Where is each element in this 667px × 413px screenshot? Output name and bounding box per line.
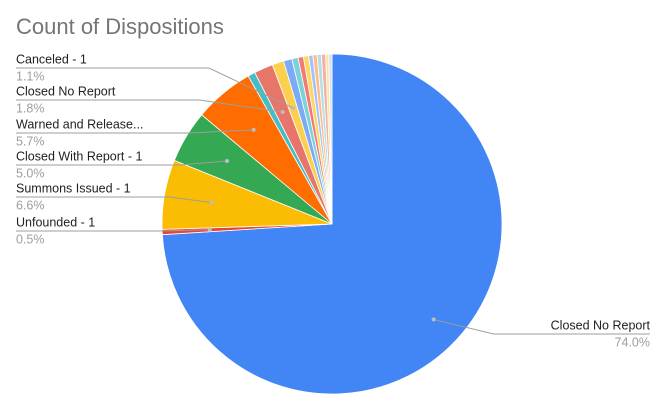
- slice-label: Unfounded - 1: [16, 215, 95, 229]
- chart-title: Count of Dispositions: [16, 14, 224, 39]
- leader-dot: [251, 127, 256, 132]
- leader-dot: [209, 200, 214, 205]
- leader-line: [433, 318, 650, 335]
- leader-dot: [225, 159, 230, 164]
- slice-percent: 5.7%: [16, 134, 45, 148]
- slice-label: Closed With Report - 1: [16, 149, 142, 163]
- leader-line: [16, 196, 212, 204]
- leader-line: [16, 229, 210, 232]
- slice-percent: 74.0%: [615, 335, 650, 349]
- slice-label: Closed No Report: [551, 318, 651, 332]
- leader-dot: [291, 105, 296, 110]
- leader-line: [16, 99, 283, 113]
- slice-percent: 6.6%: [16, 198, 45, 212]
- slice-percent: 0.5%: [16, 232, 45, 246]
- slice-percent: 1.1%: [16, 69, 45, 83]
- pie-slice: [328, 53, 333, 225]
- slice-percent: 1.8%: [16, 101, 45, 115]
- leader-line: [16, 160, 228, 166]
- leader-line: [16, 67, 294, 109]
- slice-label: Closed No Report: [16, 84, 116, 98]
- leader-dot: [280, 109, 285, 114]
- slice-label: Summons Issued - 1: [16, 181, 131, 195]
- leader-dot: [431, 317, 436, 322]
- leader-dot: [207, 227, 212, 232]
- slice-label: Warned and Release...: [16, 117, 143, 131]
- slice-label: Canceled - 1: [16, 52, 87, 66]
- slice-percent: 5.0%: [16, 166, 45, 180]
- leader-line: [16, 129, 254, 134]
